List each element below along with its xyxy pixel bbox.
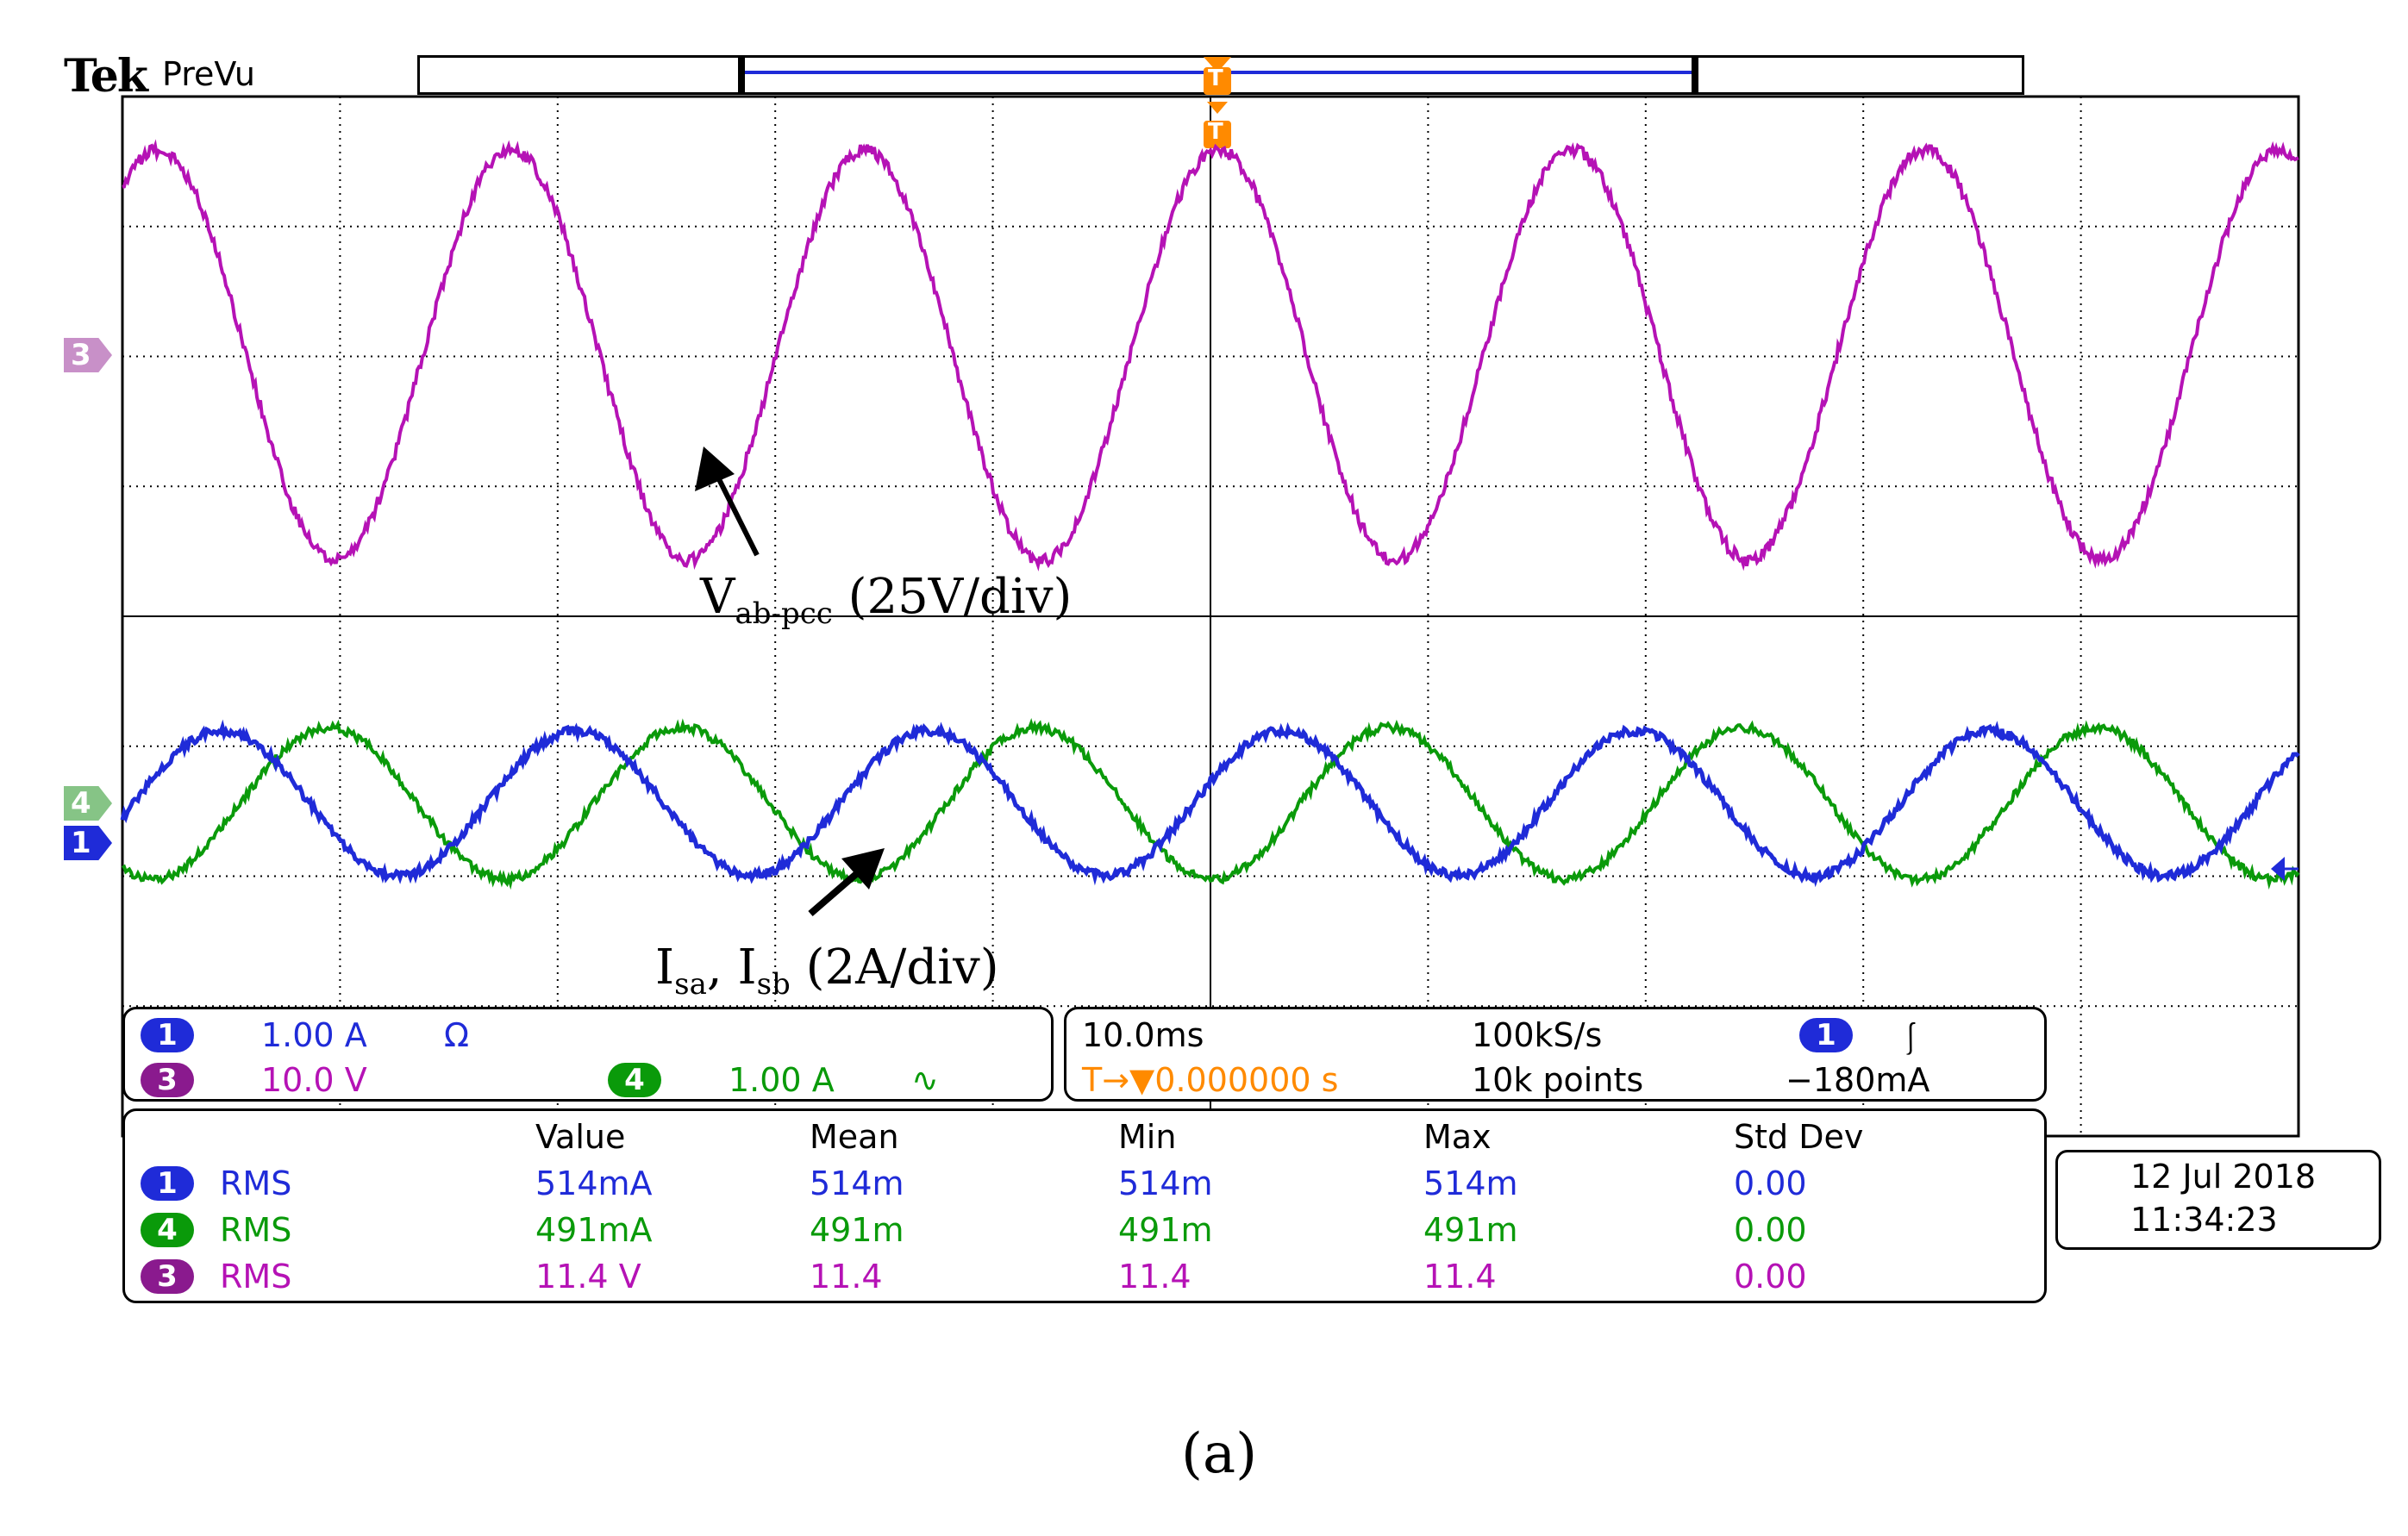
row-badge: 4	[141, 1213, 194, 1247]
date-display: 12 Jul 2018	[2130, 1158, 2316, 1196]
row-mean: 514m	[810, 1164, 904, 1202]
trigger-level: −180mA	[1786, 1061, 1930, 1099]
row-mean: 491m	[810, 1211, 904, 1249]
row-badge: 3	[141, 1259, 194, 1294]
row-max: 491m	[1423, 1211, 1518, 1249]
voltage-arrow	[695, 446, 757, 555]
voltage-annotation: Vab-pcc (25V/div)	[700, 569, 1072, 631]
row-mean: 11.4	[810, 1258, 883, 1296]
row-min: 514m	[1118, 1164, 1213, 1202]
timebase-panel[interactable]: 10.0ms 100kS/s 1 ⎰ T→▼0.000000 s 10k poi…	[1064, 1007, 2047, 1102]
time-per-div: 10.0ms	[1082, 1016, 1204, 1054]
row-std: 0.00	[1734, 1164, 1807, 1202]
trigger-marker-label-top: T	[1208, 66, 1223, 91]
col-min: Min	[1118, 1118, 1176, 1156]
row-min: 491m	[1118, 1211, 1213, 1249]
row-badge: 1	[141, 1166, 194, 1201]
trigger-slope-icon: ⎰	[1894, 1013, 1927, 1060]
col-value: Value	[535, 1118, 625, 1156]
ch1-scale: 1.00 A	[261, 1016, 367, 1054]
trigger-marker-label: T	[1208, 119, 1223, 145]
row-type: RMS	[220, 1211, 291, 1249]
ch4-scale: 1.00 A	[729, 1061, 835, 1099]
row-std: 0.00	[1734, 1211, 1807, 1249]
row-min: 11.4	[1118, 1258, 1191, 1296]
time-display: 11:34:23	[2130, 1201, 2278, 1239]
ch3-scale: 10.0 V	[261, 1061, 367, 1099]
ch1-coupling-icon: Ω	[444, 1016, 469, 1054]
row-value: 11.4 V	[535, 1258, 641, 1296]
trigger-source-badge[interactable]: 1	[1799, 1018, 1853, 1052]
sample-rate: 100kS/s	[1472, 1016, 1602, 1054]
measurements-panel[interactable]: Value Mean Min Max Std Dev 1 RMS 514mA 5…	[122, 1108, 2047, 1303]
row-max: 514m	[1423, 1164, 1518, 1202]
col-std-dev: Std Dev	[1734, 1118, 1863, 1156]
figure-caption: (a)	[1181, 1422, 1257, 1486]
channel-settings-panel[interactable]: 1 1.00 A Ω 3 10.0 V 4 1.00 A ∿	[122, 1007, 1054, 1102]
col-mean: Mean	[810, 1118, 899, 1156]
ch3-badge[interactable]: 3	[141, 1063, 194, 1097]
ch4-coupling-icon: ∿	[911, 1061, 939, 1099]
record-points: 10k points	[1472, 1061, 1643, 1099]
datetime-panel: 12 Jul 2018 11:34:23	[2055, 1150, 2381, 1250]
graticule-grid	[122, 97, 2299, 1136]
col-max: Max	[1423, 1118, 1492, 1156]
ch1-badge[interactable]: 1	[141, 1018, 194, 1052]
current-annotation: Isa, Isb (2A/div)	[655, 940, 999, 1002]
trigger-position: T→▼0.000000 s	[1082, 1061, 1338, 1099]
row-value: 491mA	[535, 1211, 653, 1249]
row-type: RMS	[220, 1258, 291, 1296]
row-value: 514mA	[535, 1164, 653, 1202]
row-type: RMS	[220, 1164, 291, 1202]
ch4-badge[interactable]: 4	[608, 1063, 661, 1097]
row-std: 0.00	[1734, 1258, 1807, 1296]
scope-display	[0, 0, 2408, 1536]
row-max: 11.4	[1423, 1258, 1497, 1296]
